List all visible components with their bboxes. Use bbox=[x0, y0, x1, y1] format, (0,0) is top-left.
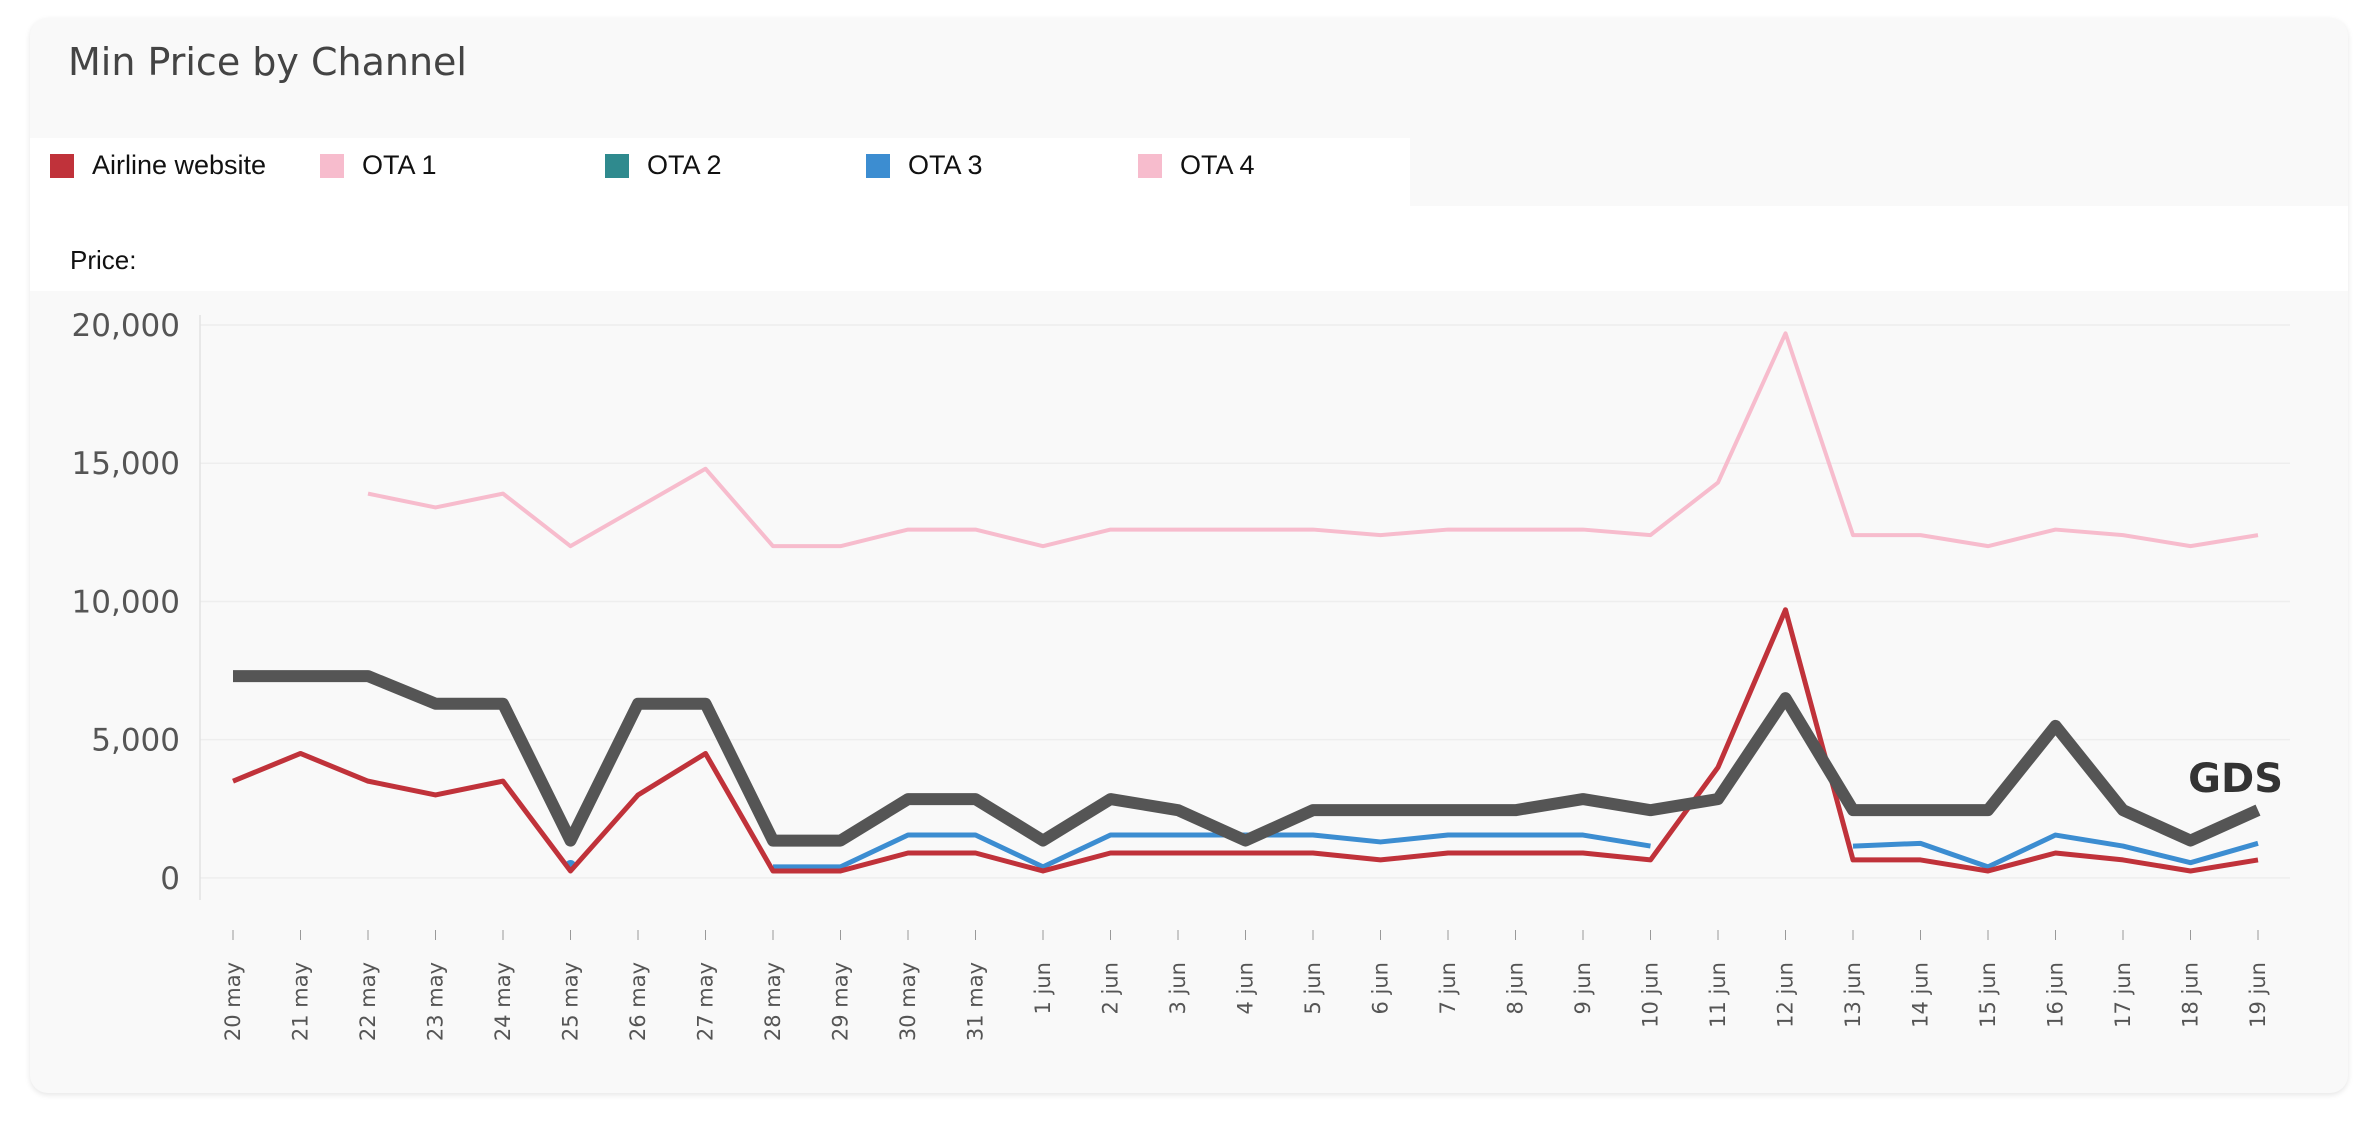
y-tick-20000: 20,000 bbox=[72, 308, 180, 344]
legend-swatch-airline-website bbox=[50, 153, 74, 178]
legend-label-airline-website: Airline website bbox=[92, 150, 267, 180]
legend-strip bbox=[30, 138, 1410, 206]
x-tick-1-jun: 1 jun bbox=[1031, 962, 1055, 1015]
series-annotations: GDS bbox=[2188, 756, 2283, 802]
y-tick-5000: 5,000 bbox=[91, 723, 180, 759]
x-tick-15-jun: 15 jun bbox=[1976, 962, 2000, 1028]
x-tick-13-jun: 13 jun bbox=[1841, 962, 1865, 1028]
series-lines bbox=[232, 331, 2261, 874]
x-tick-5-jun: 5 jun bbox=[1301, 962, 1325, 1015]
x-axis-ticks: 20 may 21 may 22 may 23 may 24 may 25 may 26 m… bbox=[221, 930, 2270, 1041]
legend-item-ota-2[interactable]: OTA 2 bbox=[605, 150, 722, 181]
x-tick-21-may: 21 may bbox=[289, 962, 313, 1041]
x-tick-31-may: 31 may bbox=[964, 962, 988, 1041]
x-tick-17-jun: 17 jun bbox=[2111, 962, 2135, 1028]
x-tick-20-may: 20 may bbox=[221, 962, 245, 1041]
legend-label-ota-3: OTA 3 bbox=[908, 150, 983, 180]
x-tick-11-jun: 11 jun bbox=[1706, 962, 1730, 1028]
x-tick-27-may: 27 may bbox=[694, 962, 718, 1041]
legend-label-ota-2: OTA 2 bbox=[647, 150, 722, 180]
x-tick-2-jun: 2 jun bbox=[1099, 962, 1123, 1015]
price-label-strip bbox=[30, 206, 2348, 291]
x-tick-26-may: 26 may bbox=[626, 962, 650, 1041]
x-tick-30-may: 30 may bbox=[896, 962, 920, 1041]
x-tick-12-jun: 12 jun bbox=[1774, 962, 1798, 1028]
legend-item-ota-3[interactable]: OTA 3 bbox=[866, 150, 983, 181]
x-tick-6-jun: 6 jun bbox=[1369, 962, 1393, 1015]
x-tick-10-jun: 10 jun bbox=[1639, 962, 1663, 1028]
x-tick-29-may: 29 may bbox=[829, 962, 853, 1041]
x-tick-16-jun: 16 jun bbox=[2044, 962, 2068, 1028]
x-tick-7-jun: 7 jun bbox=[1436, 962, 1460, 1015]
y-tick-0: 0 bbox=[160, 861, 180, 897]
chart-title: Min Price by Channel bbox=[68, 40, 467, 84]
legend-swatch-ota-1 bbox=[320, 153, 344, 178]
y-axis-ticks: 0 5,000 10,000 15,000 20,000 bbox=[72, 308, 180, 897]
x-tick-28-may: 28 may bbox=[761, 962, 785, 1041]
legend-swatch-ota-3 bbox=[866, 153, 890, 178]
y-tick-15000: 15,000 bbox=[72, 446, 180, 482]
x-tick-3-jun: 3 jun bbox=[1166, 962, 1190, 1015]
series-line-ota-3-1 bbox=[773, 832, 1651, 870]
series-line-ota-3-2 bbox=[1852, 832, 2259, 870]
y-axis-label: Price: bbox=[70, 245, 137, 275]
annotation-gds: GDS bbox=[2188, 756, 2283, 802]
x-tick-19-jun: 19 jun bbox=[2246, 962, 2270, 1028]
x-tick-8-jun: 8 jun bbox=[1504, 962, 1528, 1015]
x-tick-25-may: 25 may bbox=[559, 962, 583, 1041]
x-tick-4-jun: 4 jun bbox=[1234, 962, 1258, 1015]
x-tick-18-jun: 18 jun bbox=[2179, 962, 2203, 1028]
x-tick-9-jun: 9 jun bbox=[1571, 962, 1595, 1015]
grid-lines bbox=[199, 315, 2290, 900]
legend-swatch-ota-2 bbox=[605, 153, 629, 178]
series-line-airline-website-0 bbox=[232, 607, 2259, 874]
x-tick-23-may: 23 may bbox=[424, 962, 448, 1041]
x-tick-22-may: 22 may bbox=[356, 962, 380, 1041]
x-tick-24-may: 24 may bbox=[491, 962, 515, 1041]
x-tick-14-jun: 14 jun bbox=[1909, 962, 1933, 1028]
legend-item-airline-website[interactable]: Airline website bbox=[50, 150, 266, 181]
legend-item-ota-4[interactable]: OTA 4 bbox=[1138, 150, 1255, 181]
y-tick-10000: 10,000 bbox=[72, 584, 180, 620]
legend-label-ota-4: OTA 4 bbox=[1180, 150, 1255, 180]
legend-item-ota-1[interactable]: OTA 1 bbox=[320, 150, 437, 181]
legend-swatch-ota-4 bbox=[1138, 153, 1162, 178]
legend-label-ota-1: OTA 1 bbox=[362, 150, 437, 180]
series-line-ota-4-0 bbox=[367, 331, 2259, 549]
series-line-gds-0 bbox=[233, 670, 2261, 847]
